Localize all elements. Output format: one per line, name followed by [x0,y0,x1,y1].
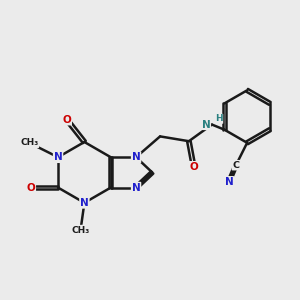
Text: N: N [80,198,89,208]
Text: N: N [224,177,233,187]
Text: C: C [232,161,239,170]
Text: H: H [215,114,223,123]
Text: N: N [132,152,140,162]
Text: CH₃: CH₃ [20,138,38,147]
Text: N: N [132,183,140,193]
Text: O: O [189,162,198,172]
Text: O: O [62,115,71,124]
Text: O: O [26,183,35,193]
Text: CH₃: CH₃ [71,226,90,235]
Text: N: N [202,120,211,130]
Text: N: N [54,152,62,162]
